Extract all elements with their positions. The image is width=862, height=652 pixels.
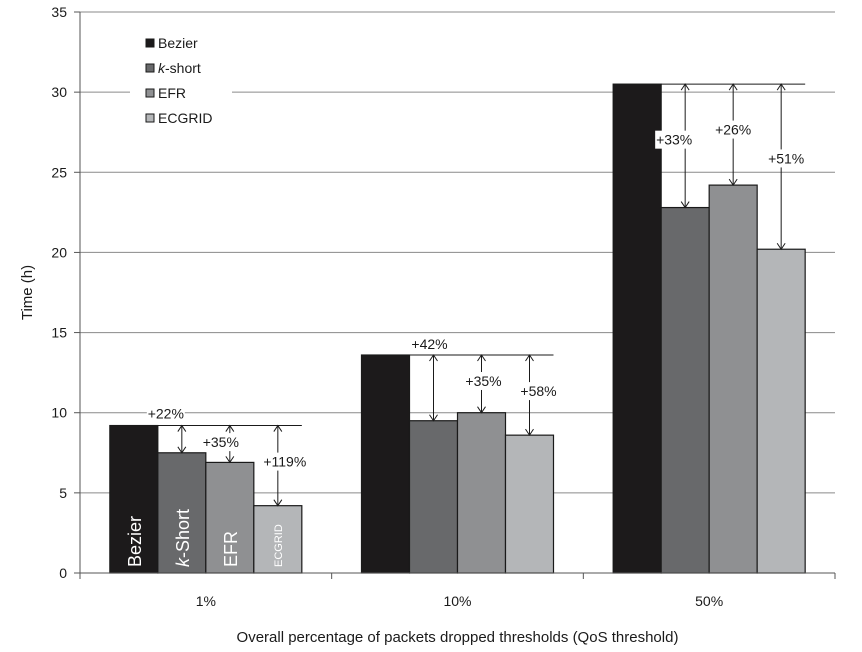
diff-arrow-head-down xyxy=(680,201,690,209)
annotation-bg xyxy=(201,433,240,452)
diff-arrow-head-down xyxy=(429,414,438,422)
diff-arrow-head-up xyxy=(177,424,187,432)
diff-arrow-head-down xyxy=(776,242,786,251)
diff-arrow-head-down xyxy=(477,406,486,414)
diff-arrow-head-up xyxy=(680,83,690,91)
x-tick-label: 10% xyxy=(443,593,471,609)
legend-swatch xyxy=(145,88,155,98)
annotation-bg xyxy=(261,452,308,471)
axes: 0 5 10 15 20 25 30 35 1% 10% 50% xyxy=(51,4,836,609)
diff-arrow-head-up xyxy=(273,424,283,432)
bar-efr-1pct xyxy=(205,461,255,574)
bar-efr-50pct xyxy=(708,184,758,574)
legend: Bezier k-short EFR ECGRID xyxy=(130,26,232,154)
annotation-bg xyxy=(714,120,753,139)
annotation-label: +42% xyxy=(411,336,447,352)
x-tick-label: 1% xyxy=(196,593,216,609)
bar-inline-label: ECGRID xyxy=(273,524,285,567)
diff-arrow-head-down xyxy=(728,178,738,187)
diff-arrow-head-down xyxy=(273,499,283,507)
bar-k-short-10pct xyxy=(408,420,459,574)
annotation-bg xyxy=(464,371,503,390)
annotation-label: +26% xyxy=(715,122,751,138)
legend-swatch xyxy=(145,63,155,73)
annotation-label: +33% xyxy=(656,132,692,148)
diff-arrow-head-down xyxy=(225,456,235,464)
y-tick-label: 5 xyxy=(59,485,67,501)
y-tick-label: 10 xyxy=(51,405,67,421)
annotations: +22% +35% +119% +42% +35% +58% +33% +26% +51% xyxy=(146,83,806,507)
diff-arrow-head-up xyxy=(776,83,786,91)
legend-label: k-short xyxy=(158,60,201,76)
y-tick-label: 15 xyxy=(51,325,67,341)
annotation-label: +58% xyxy=(520,383,556,399)
bar-bezier-10pct xyxy=(360,354,411,574)
x-tick-label: 50% xyxy=(695,593,723,609)
annotation-bg xyxy=(146,404,185,423)
annotation-bg xyxy=(767,149,806,168)
legend-swatch xyxy=(145,113,155,123)
y-tick-label: 35 xyxy=(51,4,67,20)
y-tick-label: 25 xyxy=(51,164,67,180)
legend-label: ECGRID xyxy=(158,110,212,126)
bar-ecgrid-1pct xyxy=(253,505,303,574)
annotation-label: +51% xyxy=(768,150,804,166)
y-axis-title: Time (h) xyxy=(19,265,36,320)
annotation-bg xyxy=(519,382,558,401)
y-tick-label: 20 xyxy=(51,244,67,260)
bar-ecgrid-10pct xyxy=(504,434,555,574)
annotation-label: +22% xyxy=(148,406,184,422)
y-tick-label: 0 xyxy=(59,565,67,581)
bar-k-short-50pct xyxy=(660,206,710,574)
annotation-label: +119% xyxy=(263,454,306,470)
legend-label: Bezier xyxy=(158,35,198,51)
bars: Bezier k-Short EFR ECGRID xyxy=(109,83,806,574)
bar-inline-label: k-Short xyxy=(173,509,193,567)
bar-efr-10pct xyxy=(456,412,507,574)
diff-arrow-head-up xyxy=(728,83,738,91)
diff-arrow-head-up xyxy=(225,424,235,432)
legend-label: EFR xyxy=(158,85,186,101)
diff-arrow-head-down xyxy=(525,428,534,437)
annotation-bg xyxy=(655,130,694,149)
annotation-label: +35% xyxy=(465,373,501,389)
annotation-bg xyxy=(410,335,449,354)
legend-swatch xyxy=(145,38,155,48)
y-tick-label: 30 xyxy=(51,84,67,100)
x-axis-title: Overall percentage of packets dropped th… xyxy=(237,629,679,646)
bar-inline-label: EFR xyxy=(221,531,241,567)
bar-bezier-50pct xyxy=(612,83,662,574)
diff-arrow-head-up xyxy=(477,354,486,362)
diff-arrow-head-up xyxy=(525,354,534,362)
bar-k-short-1pct xyxy=(157,452,207,574)
annotation-label: +35% xyxy=(203,434,239,450)
diff-arrow-head-down xyxy=(177,446,187,454)
bar-inline-label: Bezier xyxy=(125,516,145,567)
bar-ecgrid-50pct xyxy=(756,248,806,574)
diff-arrow-head-up xyxy=(429,354,438,362)
